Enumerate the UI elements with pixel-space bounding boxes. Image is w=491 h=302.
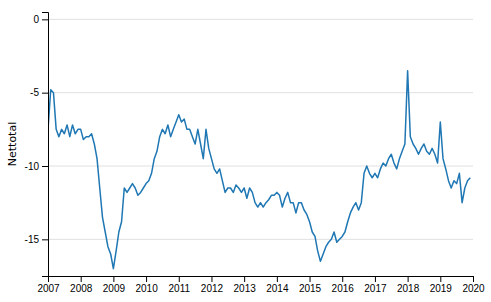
grid-line xyxy=(48,19,473,20)
y-tick-mark xyxy=(42,19,48,20)
x-tick-mark xyxy=(408,276,409,282)
x-tick-label: 2019 xyxy=(430,283,453,294)
x-tick-mark xyxy=(277,276,278,282)
x-tick: 2012 xyxy=(201,276,224,294)
x-tick-mark xyxy=(375,276,376,282)
x-axis: 2007 2008 2009 2010 2011 2012 2013 2014 2015 2016… xyxy=(37,276,485,294)
x-tick-label: 2015 xyxy=(299,283,322,294)
x-tick: 2008 xyxy=(70,276,93,294)
y-tick-label: -15 xyxy=(25,234,40,245)
y-tick: 0 xyxy=(33,14,48,25)
x-tick: 2015 xyxy=(299,276,322,294)
y-tick: -15 xyxy=(25,234,48,245)
y-tick-mark xyxy=(42,93,48,94)
y-tick: -10 xyxy=(25,161,48,172)
x-tick: 2016 xyxy=(332,276,355,294)
x-tick: 2018 xyxy=(397,276,420,294)
y-axis: 0 -5 -10 -15 xyxy=(25,13,49,277)
x-tick-label: 2012 xyxy=(201,283,224,294)
x-tick: 2020 xyxy=(462,276,485,294)
grid-line xyxy=(48,239,473,240)
x-tick-mark xyxy=(81,276,82,282)
x-tick-label: 2020 xyxy=(462,283,485,294)
y-axis-title: Nettotal xyxy=(6,122,19,166)
x-tick-mark xyxy=(146,276,147,282)
x-tick: 2010 xyxy=(135,276,158,294)
x-tick-mark xyxy=(440,276,441,282)
y-tick-mark xyxy=(42,239,48,240)
grid-line xyxy=(48,166,473,167)
x-axis-line xyxy=(49,277,474,283)
x-tick: 2019 xyxy=(430,276,453,294)
y-tick: -5 xyxy=(30,87,48,98)
y-tick-label: 0 xyxy=(33,14,39,25)
y-tick-mark xyxy=(42,166,48,167)
marks xyxy=(48,71,470,269)
x-tick-label: 2016 xyxy=(332,283,355,294)
x-tick: 2009 xyxy=(103,276,126,294)
x-tick-mark xyxy=(342,276,343,282)
x-tick: 2007 xyxy=(37,276,60,294)
y-tick-label: -10 xyxy=(25,161,40,172)
x-tick-label: 2010 xyxy=(135,283,158,294)
chart: 2007 2008 2009 2010 2011 2012 2013 2014 2015 2016… xyxy=(0,0,491,302)
x-tick-label: 2008 xyxy=(70,283,93,294)
grid xyxy=(48,19,473,239)
x-tick-mark xyxy=(211,276,212,282)
x-tick-mark xyxy=(473,276,474,282)
x-tick-label: 2009 xyxy=(103,283,126,294)
x-tick: 2011 xyxy=(169,276,191,294)
y-axis-line xyxy=(42,13,49,277)
x-tick-mark xyxy=(310,276,311,282)
x-tick-mark xyxy=(179,276,180,282)
x-tick-label: 2017 xyxy=(364,283,387,294)
x-tick-label: 2013 xyxy=(234,283,257,294)
y-tick-label: -5 xyxy=(30,87,39,98)
x-tick: 2014 xyxy=(266,276,289,294)
x-tick-label: 2007 xyxy=(37,283,60,294)
x-tick: 2013 xyxy=(234,276,257,294)
x-tick-label: 2014 xyxy=(266,283,289,294)
x-tick: 2017 xyxy=(364,276,387,294)
x-tick-label: 2011 xyxy=(169,283,191,294)
x-tick-label: 2018 xyxy=(397,283,420,294)
line xyxy=(48,71,470,269)
x-tick-mark xyxy=(113,276,114,282)
plot: 2007 2008 2009 2010 2011 2012 2013 2014 2015 2016… xyxy=(25,13,486,295)
x-tick-mark xyxy=(244,276,245,282)
